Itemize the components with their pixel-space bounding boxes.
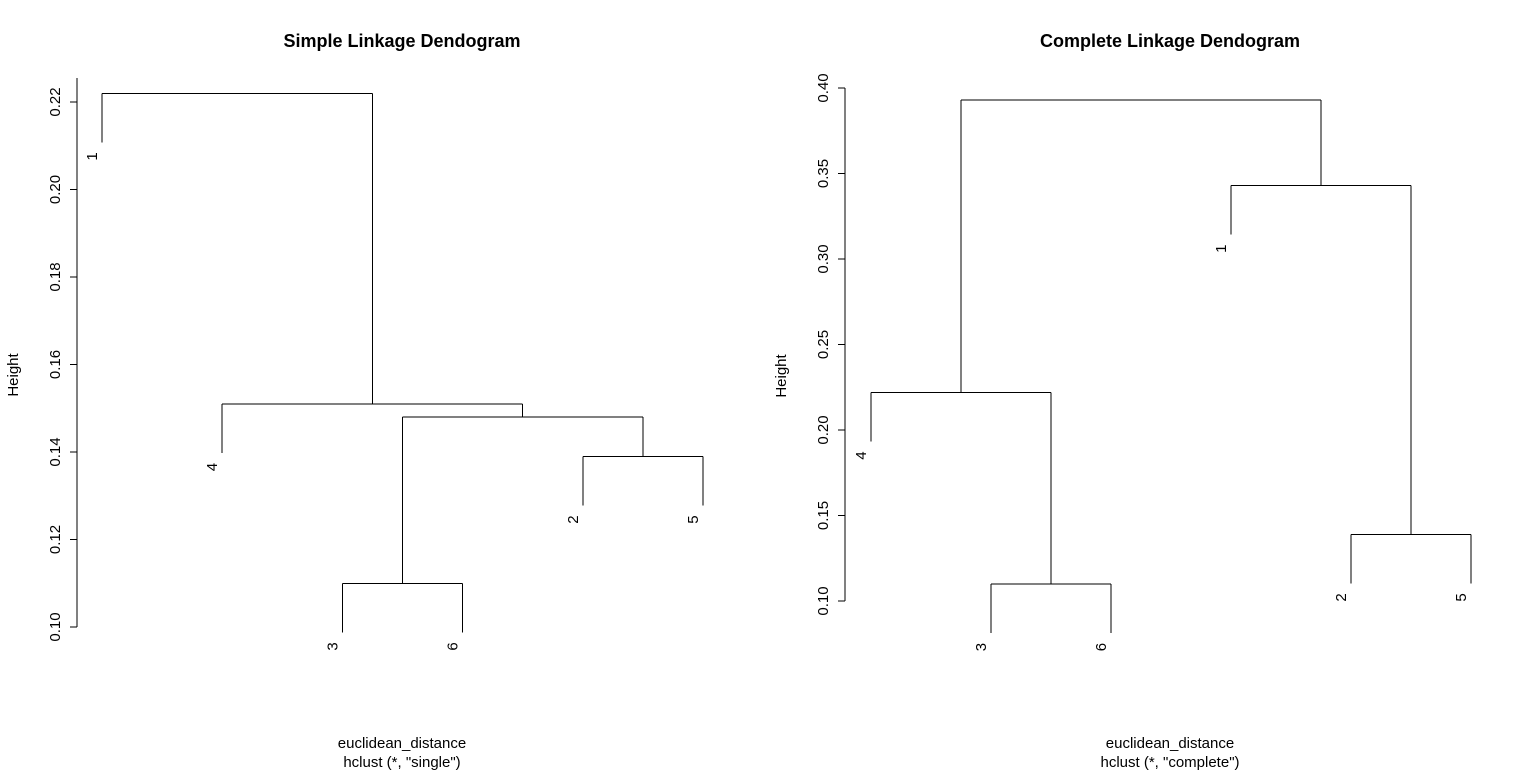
y-tick-label: 0.18 <box>47 262 64 291</box>
y-tick-label: 0.16 <box>47 350 64 379</box>
x-axis-subtitle: hclust (*, "complete") <box>1100 754 1239 771</box>
y-tick-label: 0.30 <box>815 244 832 273</box>
chart-title: Simple Linkage Dendogram <box>283 31 520 51</box>
y-tick-label: 0.20 <box>47 175 64 204</box>
leaf-label: 3 <box>324 642 341 650</box>
y-tick-label: 0.14 <box>47 437 64 466</box>
leaf-label: 1 <box>84 152 101 160</box>
leaf-label: 6 <box>445 642 462 650</box>
y-tick-label: 0.40 <box>815 73 832 102</box>
dendrogram-panel-1: Simple Linkage Dendogram 0.10 0.12 0.14 0.16… <box>5 31 704 771</box>
y-axis-label: Height <box>5 352 22 396</box>
y-tick-label: 0.10 <box>815 586 832 615</box>
x-axis-subtitle: hclust (*, "single") <box>343 754 460 771</box>
leaf-label: 5 <box>1453 593 1470 601</box>
dendrogram-panel-2: Complete Linkage Dendogram 0.10 0.15 0.20 0.… <box>773 31 1472 771</box>
leaf-label: 6 <box>1093 643 1110 651</box>
leaf-label: 3 <box>973 643 990 651</box>
y-tick-label: 0.10 <box>47 612 64 641</box>
y-tick-label: 0.15 <box>815 501 832 530</box>
leaf-label: 4 <box>204 463 221 471</box>
y-tick-label: 0.25 <box>815 330 832 359</box>
leaf-label: 1 <box>1213 244 1230 252</box>
leaf-label: 4 <box>853 451 870 459</box>
x-axis-label: euclidean_distance <box>338 735 466 752</box>
x-axis-label: euclidean_distance <box>1106 735 1234 752</box>
y-tick-label: 0.22 <box>47 87 64 116</box>
leaf-label: 5 <box>685 515 702 523</box>
y-axis-label: Height <box>773 353 790 397</box>
leaf-label: 2 <box>565 515 582 523</box>
y-tick-label: 0.35 <box>815 159 832 188</box>
chart-title: Complete Linkage Dendogram <box>1040 31 1300 51</box>
leaf-label: 2 <box>1333 593 1350 601</box>
y-tick-label: 0.12 <box>47 525 64 554</box>
y-tick-label: 0.20 <box>815 415 832 444</box>
